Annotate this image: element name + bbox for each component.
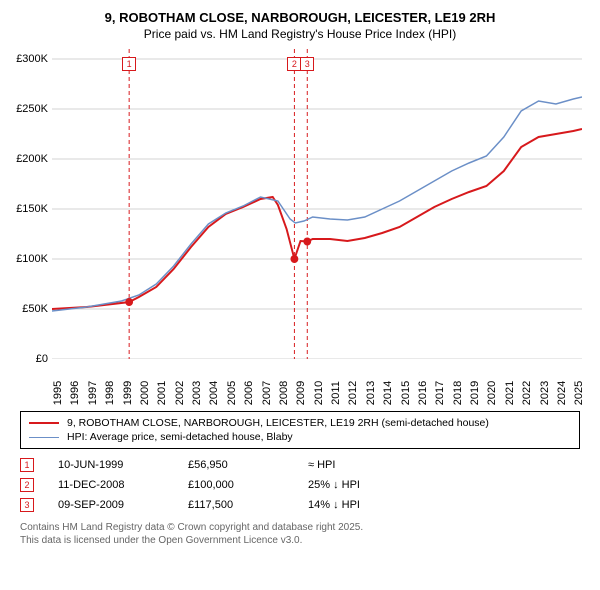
y-tick-label: £300K (16, 53, 48, 65)
x-tick-label: 2010 (313, 381, 325, 405)
transaction-date: 10-JUN-1999 (58, 459, 188, 471)
legend-swatch (29, 422, 59, 424)
transaction-marker: 1 (20, 458, 34, 472)
y-tick-label: £250K (16, 103, 48, 115)
transaction-list: 1 10-JUN-1999 £56,950 ≈ HPI 2 11-DEC-200… (20, 455, 580, 515)
event-marker: 3 (300, 57, 314, 71)
transaction-marker: 3 (20, 498, 34, 512)
chart-container: 9, ROBOTHAM CLOSE, NARBOROUGH, LEICESTER… (0, 0, 600, 547)
x-tick-label: 2007 (261, 381, 273, 405)
chart-svg (52, 49, 582, 359)
x-tick-label: 2005 (226, 381, 238, 405)
transaction-price: £100,000 (188, 479, 308, 491)
legend: 9, ROBOTHAM CLOSE, NARBOROUGH, LEICESTER… (20, 411, 580, 449)
x-tick-label: 1997 (87, 381, 99, 405)
transaction-row: 2 11-DEC-2008 £100,000 25% ↓ HPI (20, 475, 580, 495)
x-tick-label: 2019 (469, 381, 481, 405)
transaction-hpi: 25% ↓ HPI (308, 479, 360, 491)
x-tick-label: 2022 (521, 381, 533, 405)
transaction-marker: 2 (20, 478, 34, 492)
x-tick-label: 2009 (295, 381, 307, 405)
legend-item: 9, ROBOTHAM CLOSE, NARBOROUGH, LEICESTER… (29, 416, 571, 430)
x-tick-label: 2017 (434, 381, 446, 405)
x-tick-label: 2025 (573, 381, 585, 405)
y-tick-label: £0 (36, 353, 48, 365)
x-tick-label: 1995 (52, 381, 64, 405)
x-tick-label: 1996 (69, 381, 81, 405)
y-tick-label: £50K (22, 303, 48, 315)
x-tick-label: 2014 (382, 381, 394, 405)
x-tick-label: 2020 (486, 381, 498, 405)
transaction-row: 1 10-JUN-1999 £56,950 ≈ HPI (20, 455, 580, 475)
transaction-hpi: 14% ↓ HPI (308, 499, 360, 511)
plot-area: £0£50K£100K£150K£200K£250K£300K 123 (52, 49, 582, 359)
y-axis: £0£50K£100K£150K£200K£250K£300K (10, 49, 50, 359)
x-tick-label: 2001 (156, 381, 168, 405)
x-tick-label: 2006 (243, 381, 255, 405)
x-tick-label: 2002 (174, 381, 186, 405)
transaction-price: £117,500 (188, 499, 308, 511)
transaction-price: £56,950 (188, 459, 308, 471)
x-tick-label: 2003 (191, 381, 203, 405)
x-tick-label: 2008 (278, 381, 290, 405)
footnote: Contains HM Land Registry data © Crown c… (20, 521, 580, 547)
x-tick-label: 2015 (400, 381, 412, 405)
legend-item: HPI: Average price, semi-detached house,… (29, 430, 571, 444)
x-tick-label: 1998 (104, 381, 116, 405)
footnote-line: This data is licensed under the Open Gov… (20, 534, 580, 547)
transaction-date: 09-SEP-2009 (58, 499, 188, 511)
x-tick-label: 2016 (417, 381, 429, 405)
transaction-row: 3 09-SEP-2009 £117,500 14% ↓ HPI (20, 495, 580, 515)
x-tick-label: 1999 (122, 381, 134, 405)
legend-label: 9, ROBOTHAM CLOSE, NARBOROUGH, LEICESTER… (67, 417, 489, 429)
transaction-date: 11-DEC-2008 (58, 479, 188, 491)
y-tick-label: £150K (16, 203, 48, 215)
x-tick-label: 2023 (539, 381, 551, 405)
event-marker: 1 (122, 57, 136, 71)
x-tick-label: 2024 (556, 381, 568, 405)
legend-label: HPI: Average price, semi-detached house,… (67, 431, 293, 443)
y-tick-label: £200K (16, 153, 48, 165)
x-tick-label: 2004 (208, 381, 220, 405)
x-tick-label: 2021 (504, 381, 516, 405)
chart-subtitle: Price paid vs. HM Land Registry's House … (10, 27, 590, 41)
x-tick-label: 2018 (452, 381, 464, 405)
chart-title: 9, ROBOTHAM CLOSE, NARBOROUGH, LEICESTER… (10, 10, 590, 25)
x-axis: 1995 1996 1997 1998 1999 2000 2001 2002 2003 2004… (52, 363, 582, 403)
x-tick-label: 2013 (365, 381, 377, 405)
x-tick-label: 2000 (139, 381, 151, 405)
y-tick-label: £100K (16, 253, 48, 265)
footnote-line: Contains HM Land Registry data © Crown c… (20, 521, 580, 534)
x-tick-label: 2012 (347, 381, 359, 405)
x-tick-label: 2011 (330, 381, 342, 405)
legend-swatch (29, 437, 59, 438)
transaction-hpi: ≈ HPI (308, 459, 335, 471)
